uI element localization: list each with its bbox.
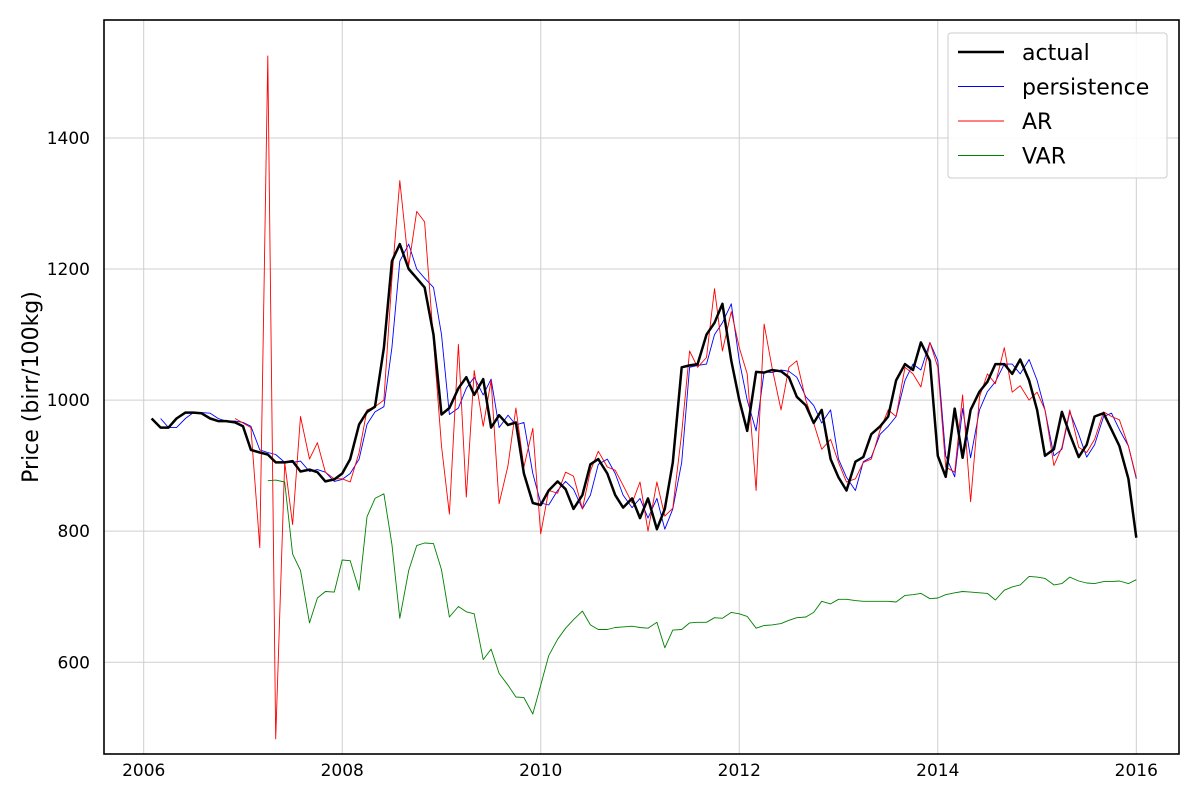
series-line-actual: [150, 242, 1138, 538]
y-axis-title: Price (birr/100kg): [19, 291, 44, 483]
y-tick-label: 1200: [47, 260, 90, 280]
y-tick-label: 1400: [47, 129, 90, 149]
legend-label: VAR: [1022, 145, 1066, 170]
plot-frame: [103, 19, 1180, 755]
x-tick-label: 2012: [718, 761, 761, 781]
series-line-var: [267, 479, 1137, 715]
x-tick-label: 2008: [321, 761, 364, 781]
legend-box: [947, 32, 1168, 179]
legend-label: persistence: [1022, 76, 1149, 101]
x-tick-label: 2006: [122, 761, 165, 781]
y-tick-label: 1000: [47, 391, 90, 411]
legend-label: actual: [1022, 41, 1090, 66]
y-tick-label: 600: [58, 653, 90, 673]
series-line-ar: [234, 55, 1137, 740]
series-line-persistence: [160, 243, 1137, 530]
axis-ticks: 2006 2008 2010 2012 2014 2016 600 800 1000 1200 14…: [47, 129, 1158, 781]
x-tick-label: 2010: [519, 761, 562, 781]
x-tick-label: 2016: [1115, 761, 1158, 781]
x-tick-label: 2014: [916, 761, 959, 781]
series-lines: [150, 55, 1138, 740]
legend: actual persistence AR VAR: [947, 32, 1168, 179]
y-tick-label: 800: [58, 522, 90, 542]
legend-label: AR: [1022, 110, 1052, 135]
